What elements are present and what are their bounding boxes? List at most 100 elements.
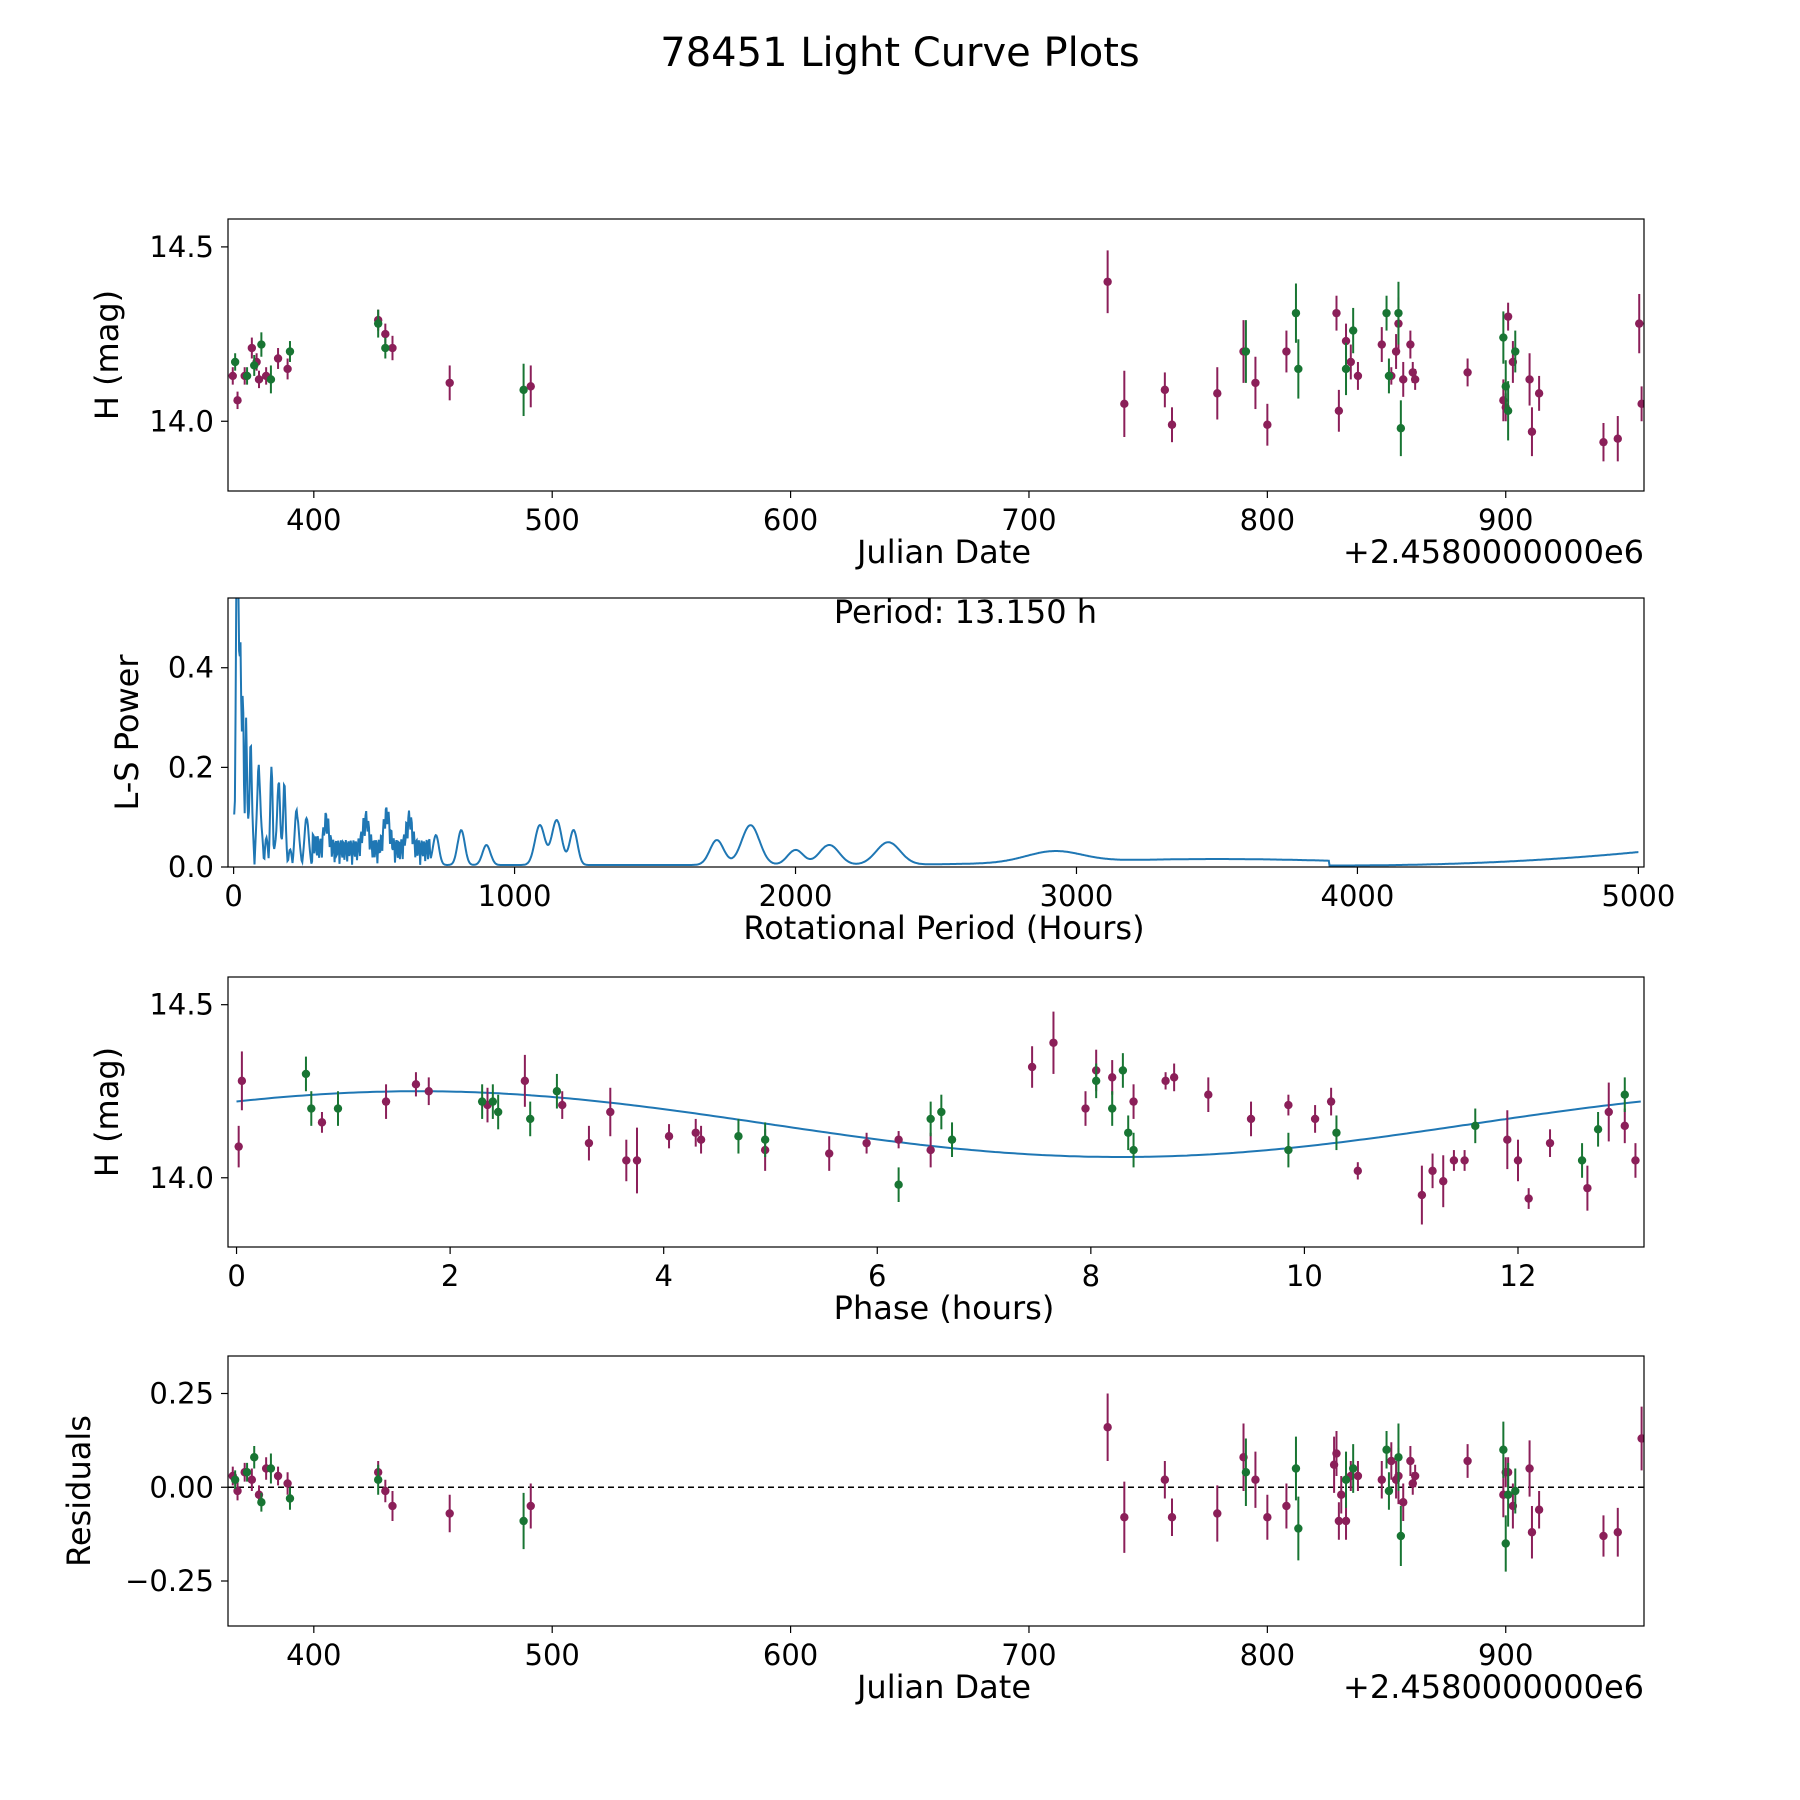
data-point-green <box>1471 1121 1480 1131</box>
data-point-magenta <box>862 1138 871 1148</box>
data-point-green <box>230 1475 240 1484</box>
data-point-green <box>1501 1539 1510 1548</box>
x-tick-label: 0 <box>227 1259 245 1293</box>
data-point-green <box>937 1107 946 1117</box>
data-point-green <box>1348 1464 1358 1473</box>
data-point-green <box>1291 1464 1301 1473</box>
data-point-magenta <box>1439 1177 1448 1186</box>
data-point-magenta <box>234 1142 243 1151</box>
plot-area <box>233 598 1639 867</box>
y-axis-label: Residuals <box>60 1415 98 1567</box>
data-point-magenta <box>1251 1475 1260 1484</box>
x-tick-label: 3000 <box>1040 879 1114 913</box>
panel-light-curve: 400 500 600 700 800 900 14.0 14.5 Julian Date H (… <box>88 218 1645 571</box>
data-point-magenta <box>1583 1183 1592 1193</box>
data-point-green <box>373 1475 383 1484</box>
x-tick-label: 800 <box>1240 503 1295 537</box>
data-point-magenta <box>1410 1471 1420 1481</box>
data-point-green <box>1294 1524 1303 1533</box>
x-tick-label: 12 <box>1500 1259 1537 1293</box>
data-point-magenta <box>1387 1456 1396 1466</box>
data-point-magenta <box>1263 420 1272 429</box>
data-point-magenta <box>1282 1501 1291 1511</box>
data-point-magenta <box>1282 347 1291 356</box>
x-tick-label: 600 <box>763 1638 818 1672</box>
data-point-magenta <box>1027 1062 1037 1072</box>
data-point-green <box>1499 333 1508 342</box>
data-point-green <box>301 1069 311 1079</box>
data-point-green <box>1499 1445 1508 1454</box>
data-point-magenta <box>1406 1456 1415 1466</box>
data-point-magenta <box>1246 1114 1256 1124</box>
data-point-magenta <box>825 1149 834 1158</box>
data-point-green <box>333 1104 343 1113</box>
data-point-green <box>1394 1453 1403 1462</box>
data-point-green <box>307 1104 316 1113</box>
data-point-green <box>285 1494 295 1503</box>
data-point-green <box>1118 1066 1128 1075</box>
x-offset-label: +2.4580000000e6 <box>1343 533 1644 571</box>
data-point-green <box>1394 308 1403 318</box>
data-point-green <box>373 319 383 328</box>
data-point-green <box>760 1135 770 1144</box>
data-point-green <box>1241 1468 1251 1477</box>
plot-area <box>228 1393 1644 1572</box>
data-point-magenta <box>1449 1156 1459 1165</box>
y-tick-label: −0.25 <box>125 1564 214 1598</box>
y-tick-label: 0.4 <box>168 651 214 685</box>
data-point-green <box>242 371 252 381</box>
data-point-magenta <box>1167 420 1177 429</box>
data-point-magenta <box>233 396 242 405</box>
y-tick-label: 0.00 <box>149 1470 214 1504</box>
data-point-green <box>488 1097 498 1106</box>
data-point-magenta <box>1637 1434 1644 1443</box>
data-point-magenta <box>1503 312 1513 321</box>
x-tick-label: 8 <box>1082 1259 1100 1293</box>
data-point-magenta <box>1284 1100 1293 1110</box>
data-point-green <box>250 1453 259 1462</box>
data-point-magenta <box>1326 1097 1336 1106</box>
data-point-magenta <box>1353 1166 1363 1176</box>
data-point-magenta <box>1213 1509 1222 1518</box>
data-point-green <box>257 340 266 349</box>
data-point-magenta <box>1460 1156 1469 1165</box>
model-fit-curve <box>236 1090 1641 1158</box>
data-point-green <box>381 343 390 353</box>
data-point-green <box>1384 1486 1394 1496</box>
data-point-magenta <box>894 1135 903 1144</box>
data-point-magenta <box>1129 1097 1138 1106</box>
panel-phased-light-curve: 0 2 4 6 8 10 12 14.0 14.5 Phase (hours) H (mag) <box>88 976 1645 1327</box>
data-point-magenta <box>1334 1516 1344 1526</box>
figure-title: 78451 Light Curve Plots <box>660 30 1139 76</box>
data-point-green <box>1294 364 1303 374</box>
data-point-magenta <box>1103 1423 1112 1432</box>
data-point-green <box>947 1135 957 1144</box>
data-point-green <box>1332 1128 1341 1137</box>
data-point-magenta <box>526 382 535 391</box>
data-point-green <box>1091 1076 1101 1086</box>
data-point-green <box>519 1516 528 1526</box>
data-point-magenta <box>381 329 390 339</box>
data-point-magenta <box>1161 1076 1170 1086</box>
data-point-magenta <box>388 343 397 353</box>
data-point-green <box>1382 1445 1391 1454</box>
data-point-magenta <box>1599 1531 1608 1541</box>
data-point-magenta <box>526 1501 535 1511</box>
y-tick-label: 14.5 <box>149 988 214 1022</box>
data-point-magenta <box>1049 1038 1058 1047</box>
data-point-magenta <box>381 1097 391 1106</box>
data-point-magenta <box>558 1100 567 1110</box>
y-tick-label: 14.0 <box>149 1161 214 1195</box>
y-tick-label: 0.25 <box>149 1377 214 1411</box>
data-point-magenta <box>237 1076 247 1086</box>
data-point-magenta <box>388 1501 397 1511</box>
data-point-magenta <box>1463 368 1472 377</box>
x-tick-label: 4000 <box>1321 879 1395 913</box>
data-point-green <box>519 385 528 395</box>
data-point-green <box>1396 1531 1406 1541</box>
panel-periodogram: 0 1000 2000 3000 4000 5000 0.0 0.2 0.4 Rotational… <box>108 593 1675 947</box>
data-point-green <box>266 375 276 384</box>
data-point-magenta <box>1545 1138 1555 1148</box>
